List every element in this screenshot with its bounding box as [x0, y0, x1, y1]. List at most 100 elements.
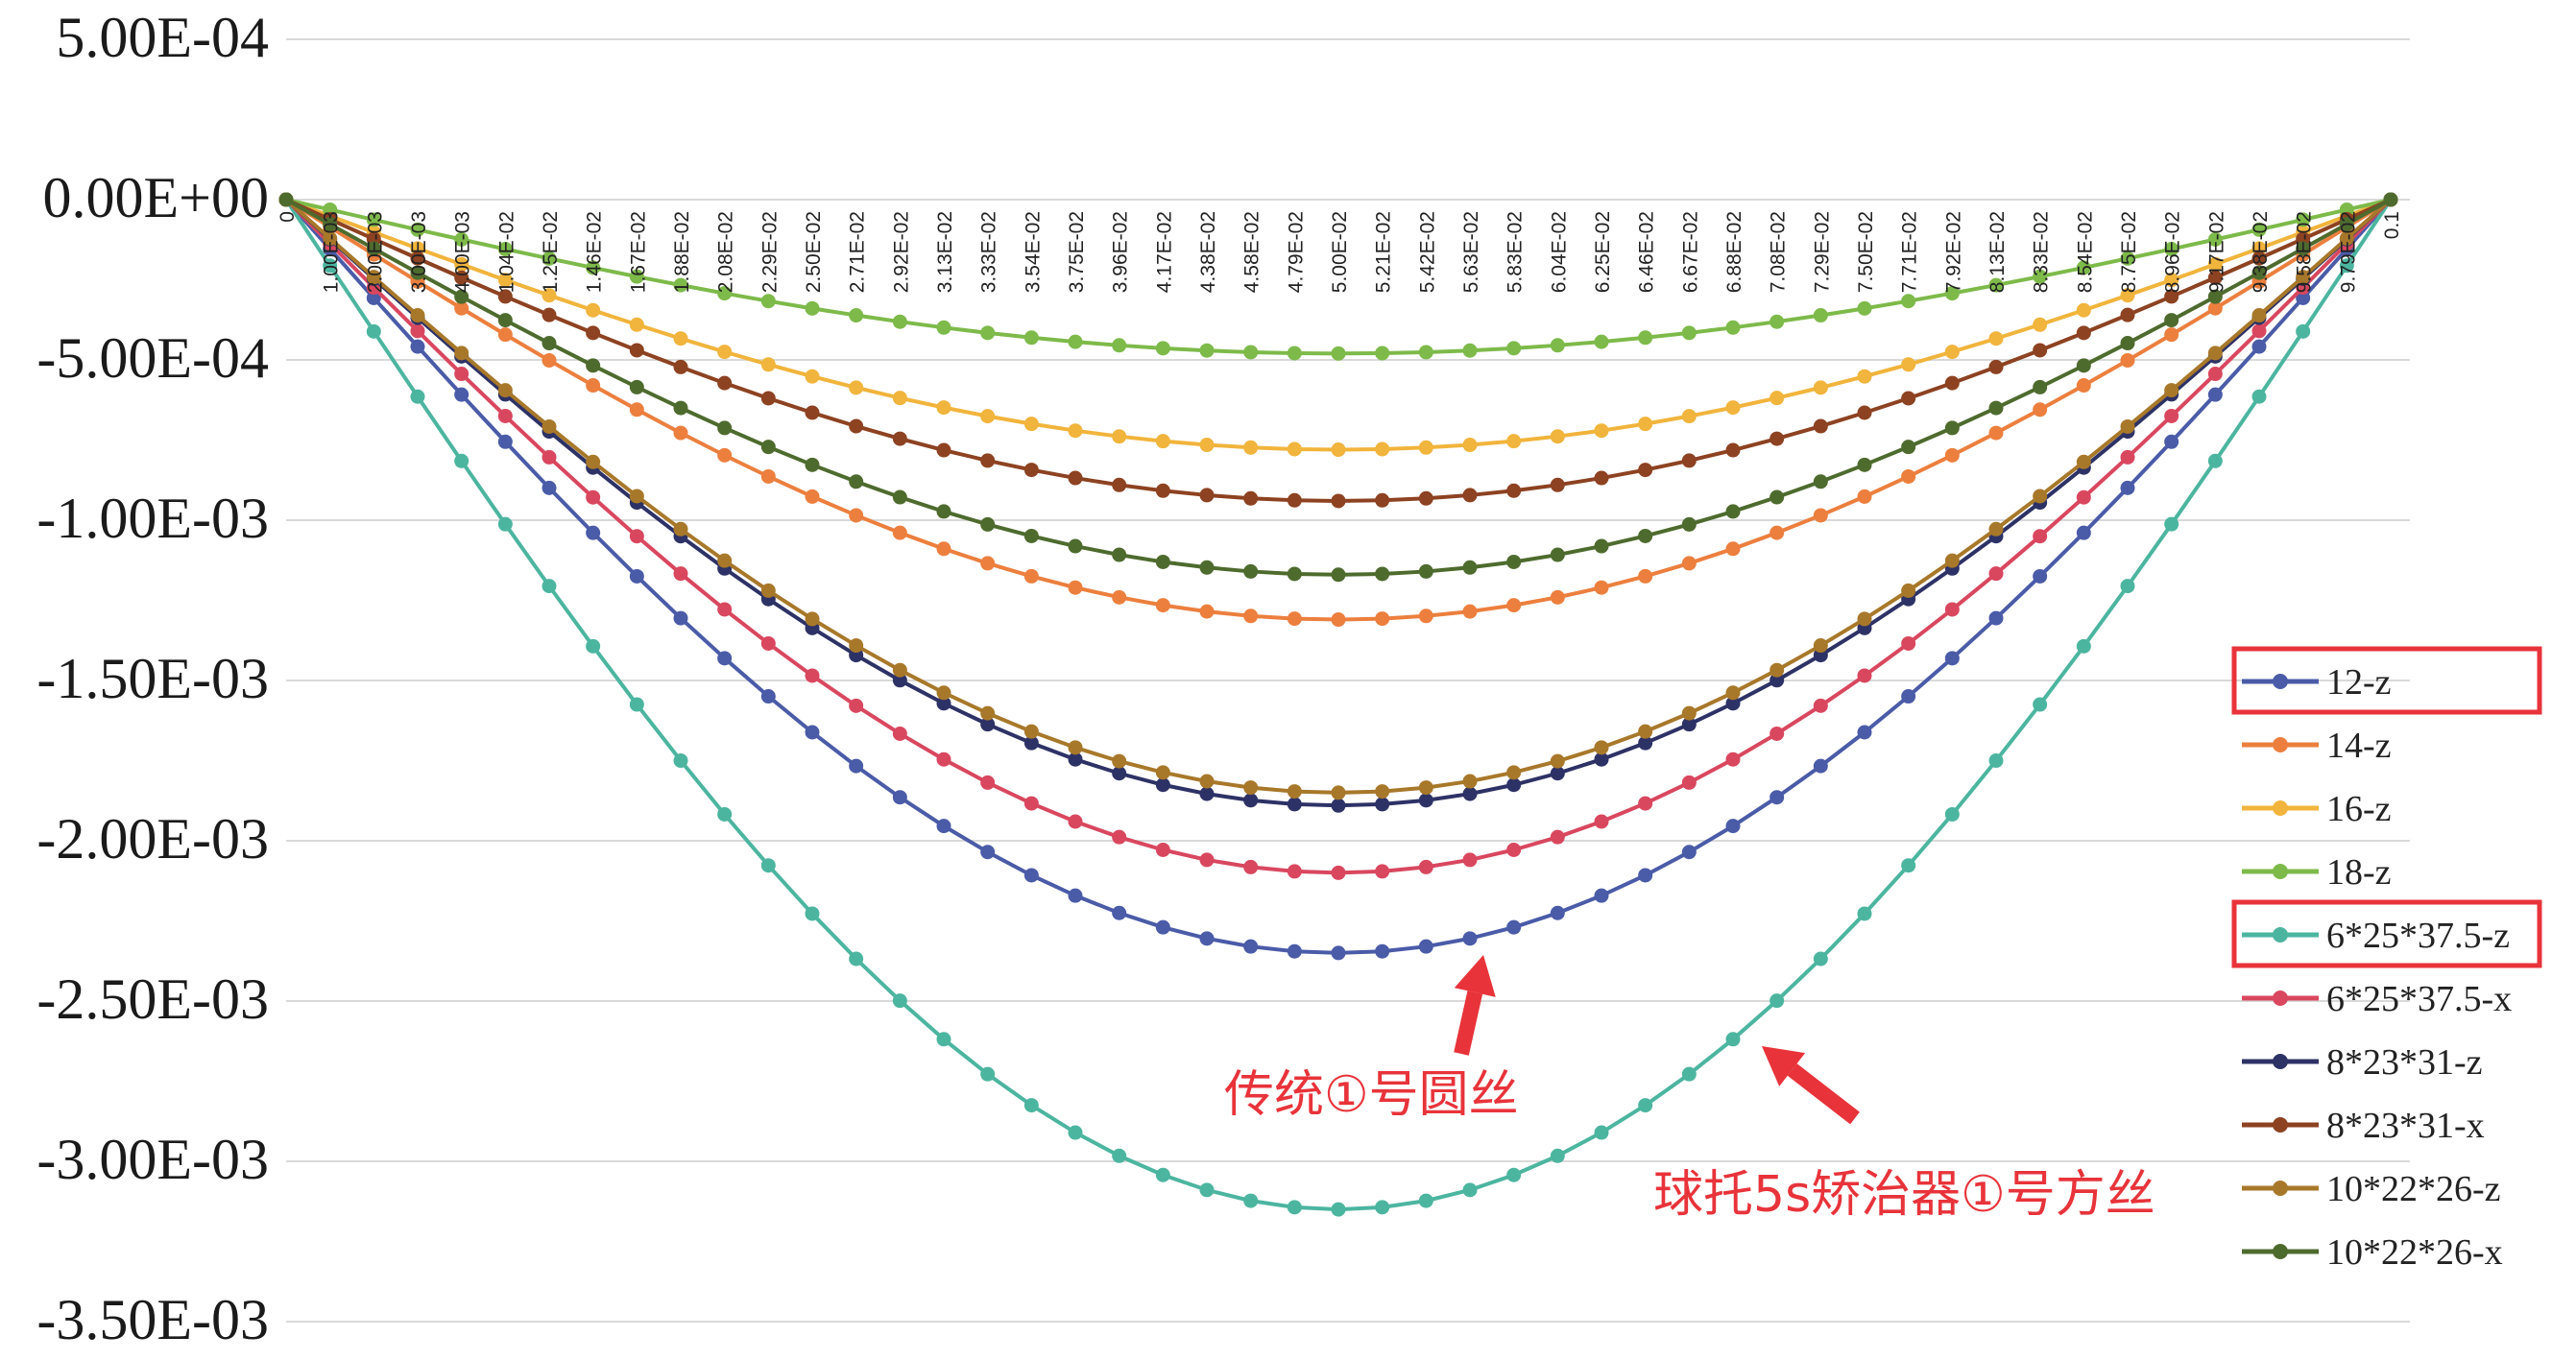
data-point — [2251, 308, 2267, 323]
data-point — [936, 320, 951, 335]
data-point — [1331, 1202, 1346, 1217]
legend-item-12-z: 12-z — [2231, 646, 2542, 715]
data-point — [1638, 796, 1653, 811]
data-point — [1901, 468, 1916, 484]
data-point — [1638, 463, 1653, 478]
data-point — [1638, 868, 1653, 883]
data-point — [1112, 829, 1127, 845]
x-tick-label: 2.92E-02 — [890, 211, 912, 293]
data-point — [936, 504, 951, 519]
data-point — [2120, 288, 2135, 303]
data-point — [1068, 470, 1083, 486]
data-point — [1418, 440, 1433, 455]
data-point — [2164, 383, 2179, 398]
data-point — [2033, 317, 2048, 332]
data-point — [2296, 270, 2311, 285]
data-point — [1375, 1200, 1390, 1215]
data-point — [1155, 919, 1170, 935]
x-tick-label: 2.00E-03 — [364, 211, 386, 293]
data-point — [717, 345, 733, 360]
y-axis-labels: 5.00E-04 0.00E+00 -5.00E-04 -1.00E-03 -1.50E… — [36, 6, 269, 1351]
legend-marker — [2273, 800, 2288, 816]
data-point — [1988, 425, 2004, 441]
legend-label: 16-z — [2326, 789, 2392, 829]
data-point — [454, 231, 469, 247]
data-point — [1813, 380, 1828, 395]
legend-label: 10*22*26-x — [2326, 1232, 2503, 1273]
data-point — [1813, 951, 1828, 966]
data-point — [760, 357, 776, 372]
data-point — [542, 251, 557, 266]
data-point — [586, 302, 601, 318]
data-point — [760, 635, 776, 651]
data-point — [366, 290, 381, 305]
data-point — [1813, 308, 1828, 323]
data-point — [542, 418, 557, 434]
x-tick-label: 7.71E-02 — [1899, 211, 1921, 293]
data-point — [629, 568, 644, 584]
data-point — [1594, 888, 1609, 903]
data-point — [1725, 1032, 1741, 1047]
data-point — [2251, 222, 2267, 237]
data-point — [1944, 651, 1960, 666]
legend-marker — [2273, 1244, 2288, 1259]
x-tick-label: 4.38E-02 — [1197, 211, 1219, 293]
data-point — [849, 308, 864, 323]
arrow-shaft — [1787, 1063, 1860, 1125]
data-point — [1944, 375, 1960, 391]
data-point — [1243, 939, 1259, 954]
data-point — [629, 489, 644, 504]
data-point — [980, 717, 996, 732]
data-point — [1594, 752, 1609, 767]
data-point — [1769, 525, 1785, 540]
data-point — [1769, 431, 1785, 446]
legend: 12-z 14-z 16-z 18-z 6*25*37.5-z 6*25*37.5-x 8*… — [2231, 646, 2542, 1273]
data-point — [1068, 423, 1083, 439]
data-point — [1813, 418, 1828, 434]
data-point — [1068, 334, 1083, 349]
data-point — [717, 286, 733, 301]
data-point — [454, 453, 469, 468]
x-tick-label: 4.58E-02 — [1241, 211, 1264, 293]
data-point — [1112, 1148, 1127, 1163]
data-point — [717, 806, 733, 822]
data-point — [760, 294, 776, 309]
data-point — [2164, 516, 2179, 532]
annotations: 传统①号圆丝 球托5s矫治器①号方丝 — [1224, 955, 2155, 1224]
data-point — [1243, 1193, 1259, 1208]
data-point — [1901, 391, 1916, 406]
data-point — [1023, 528, 1039, 543]
data-point — [410, 222, 425, 237]
data-point — [2076, 454, 2091, 469]
data-point — [1023, 463, 1039, 478]
data-point — [849, 508, 864, 523]
data-point — [1944, 420, 1960, 436]
data-point — [805, 369, 820, 384]
data-point — [1375, 797, 1390, 812]
data-point — [936, 541, 951, 557]
data-point — [805, 611, 820, 627]
data-point — [323, 230, 338, 246]
data-point — [1901, 440, 1916, 455]
data-point — [1418, 793, 1433, 808]
data-point — [323, 258, 338, 274]
x-tick-label: 8.33E-02 — [2031, 211, 2053, 293]
data-point — [410, 241, 425, 256]
data-point — [2033, 402, 2048, 418]
legend-marker — [2273, 927, 2288, 942]
data-point — [1857, 489, 1872, 504]
data-point — [2339, 217, 2354, 232]
data-point — [1769, 391, 1785, 406]
legend-item-6*25*37.5-z: 6*25*37.5-z — [2231, 899, 2542, 968]
data-point — [2296, 212, 2311, 227]
data-point — [892, 525, 907, 540]
data-point — [2339, 258, 2354, 274]
data-point — [1243, 563, 1259, 579]
data-point — [2207, 256, 2223, 272]
data-point — [2076, 489, 2091, 505]
legend-marker — [2273, 674, 2288, 689]
data-point — [2033, 269, 2048, 284]
data-point — [1638, 724, 1653, 739]
data-point — [1155, 1167, 1170, 1182]
data-point — [717, 420, 733, 436]
